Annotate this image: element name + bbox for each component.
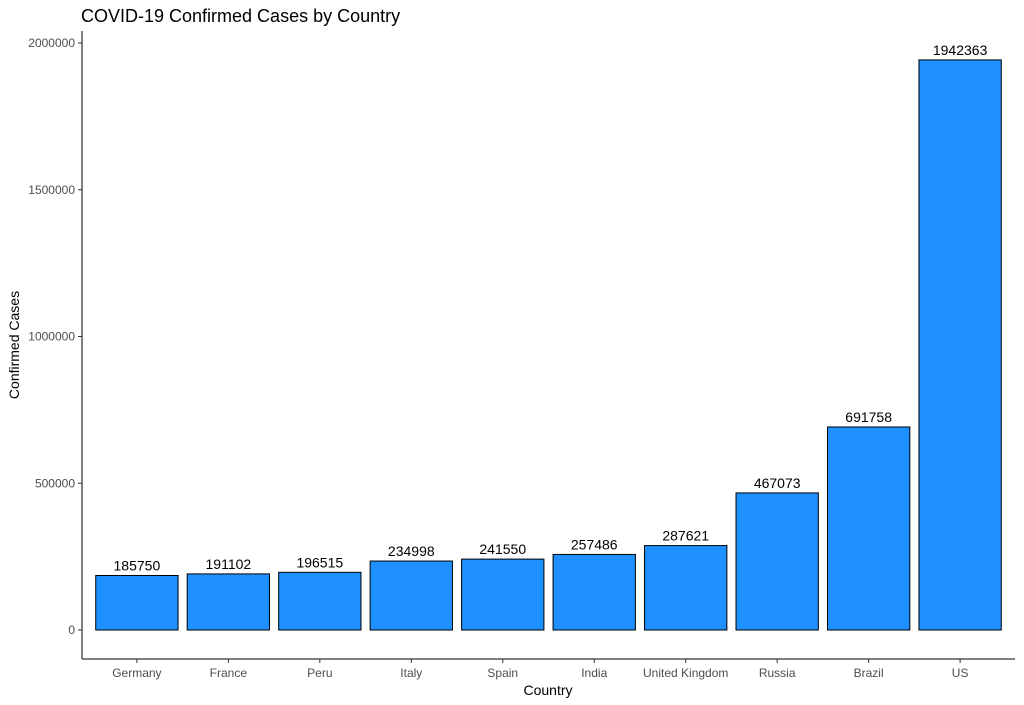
bar-value-label: 196515 <box>296 554 343 570</box>
bar <box>461 558 545 631</box>
y-tick-label: 1500000 <box>28 183 75 197</box>
bar-value-label: 691758 <box>845 409 892 425</box>
bar <box>95 574 179 631</box>
y-tick-label: 2000000 <box>28 36 75 50</box>
bars-group: 185750 191102 196515 234998 241550 257486 2876… <box>95 42 1002 631</box>
y-tick-label: 1000000 <box>28 330 75 344</box>
x-tick-label: Spain <box>487 666 518 680</box>
y-axis-title: Confirmed Cases <box>6 291 22 399</box>
bar <box>735 492 819 631</box>
bar-value-label: 257486 <box>571 536 618 552</box>
bar-value-label: 467073 <box>754 475 801 491</box>
bar <box>552 553 636 631</box>
x-tick-label: Russia <box>759 666 796 680</box>
y-axis-ticks: 0 500000 1000000 1500000 2000000 <box>28 36 82 637</box>
x-tick-label: France <box>210 666 248 680</box>
bar-value-label: 287621 <box>662 528 709 544</box>
x-tick-label: US <box>952 666 969 680</box>
x-tick-label: India <box>581 666 607 680</box>
bar <box>278 571 362 631</box>
y-tick-label: 500000 <box>35 476 75 490</box>
bar-value-label: 185750 <box>114 557 161 573</box>
bar <box>918 59 1002 631</box>
x-tick-label: United Kingdom <box>643 666 728 680</box>
bar-value-label: 1942363 <box>933 42 988 58</box>
x-axis-title: Country <box>523 682 572 698</box>
chart-title: COVID-19 Confirmed Cases by Country <box>81 6 400 26</box>
bar-value-label: 234998 <box>388 543 435 559</box>
y-tick-label: 0 <box>68 623 75 637</box>
x-tick-label: Germany <box>112 666 161 680</box>
bar-value-label: 191102 <box>206 556 252 572</box>
x-tick-label: Italy <box>400 666 422 680</box>
x-tick-label: Peru <box>307 666 332 680</box>
bar <box>369 560 453 631</box>
x-axis-ticks: Germany France Peru Italy Spain India United K… <box>112 659 968 680</box>
bar <box>186 573 271 631</box>
x-tick-label: Brazil <box>854 666 884 680</box>
bar <box>826 426 911 631</box>
bar <box>644 545 728 631</box>
bar-value-label: 241550 <box>479 541 526 557</box>
